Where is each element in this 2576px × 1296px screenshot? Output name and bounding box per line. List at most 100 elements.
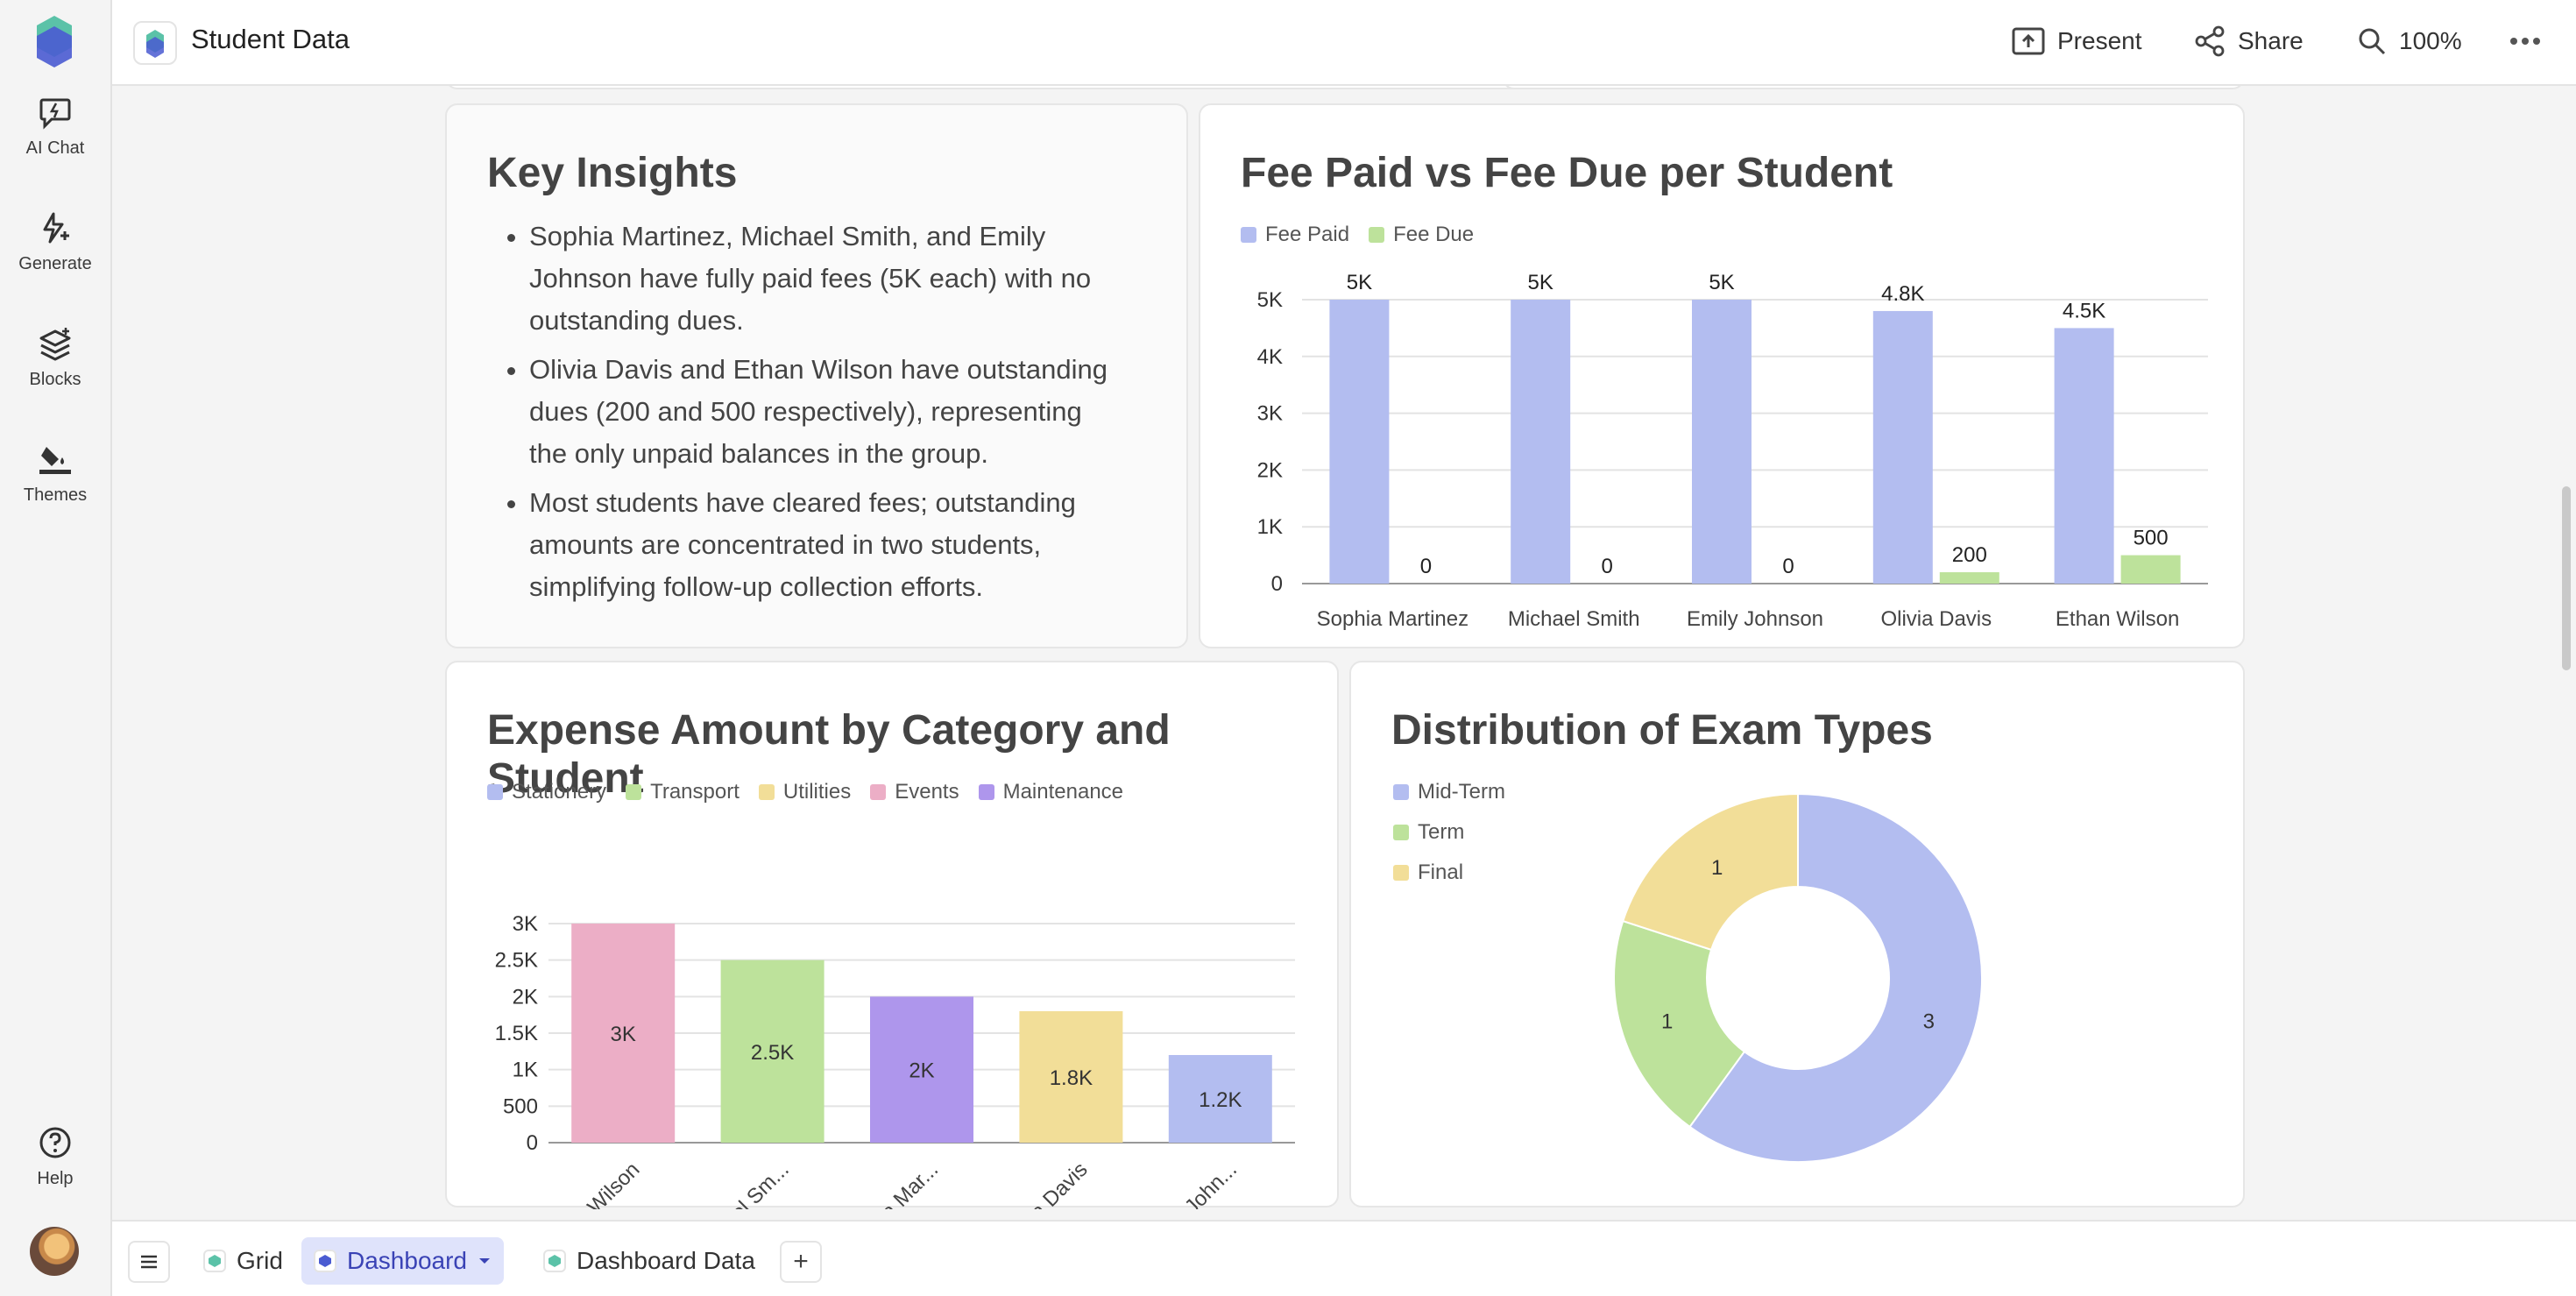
share-button[interactable]: Share (2194, 19, 2304, 63)
legend-swatch (626, 784, 642, 800)
x-tick-label: Ethan Wilson (2056, 607, 2179, 631)
rail-item-help[interactable]: Help (0, 1125, 110, 1189)
legend-swatch (1393, 784, 1409, 800)
legend-label: Term (1418, 820, 1465, 844)
legend-swatch (487, 784, 503, 800)
y-tick-label: 1K (1257, 515, 1283, 539)
legend-swatch (1393, 865, 1409, 881)
legend-label: Final (1418, 860, 1464, 884)
y-tick-label: 3K (513, 912, 538, 936)
x-tick-label: Sophia Mar... (839, 1158, 943, 1209)
legend-item-transport[interactable]: Transport (626, 780, 740, 804)
rail-label: Generate (18, 254, 92, 273)
bar-fee-paid (2054, 328, 2114, 584)
chevron-down-icon[interactable] (478, 1257, 492, 1265)
zoom-label: 100% (2399, 27, 2462, 54)
tab-dashboard-data[interactable]: Dashboard Data (531, 1237, 768, 1285)
rail-item-ai-chat[interactable]: AI Chat (0, 95, 110, 159)
x-tick-label: Olivia Davis (1880, 607, 1992, 631)
ai-chat-icon (39, 98, 71, 130)
y-tick-label: 1K (513, 1059, 538, 1082)
legend-item-final[interactable]: Final (1393, 860, 1505, 885)
data-label: 1.8K (1050, 1066, 1093, 1090)
fee-chart-title: Fee Paid vs Fee Due per Student (1241, 150, 1893, 196)
insight-bullet: Most students have cleared fees; outstan… (529, 482, 1127, 608)
insight-bullet: Olivia Davis and Ethan Wilson have outst… (529, 349, 1127, 475)
help-icon (39, 1127, 71, 1158)
bar-maintenance (870, 996, 973, 1143)
legend-item-fee-paid[interactable]: Fee Paid (1241, 223, 1349, 247)
legend-item-term[interactable]: Term (1393, 820, 1505, 845)
dashboard-tab-icon (314, 1250, 336, 1272)
user-avatar[interactable] (30, 1227, 79, 1276)
x-tick-label: Emily John... (1140, 1158, 1242, 1209)
legend-label: Events (895, 780, 959, 804)
legend-item-utilities[interactable]: Utilities (758, 780, 851, 804)
legend-swatch (1241, 227, 1256, 243)
present-button[interactable]: Present (2012, 19, 2142, 63)
bar-utilities (1019, 1011, 1123, 1143)
tab-grid[interactable]: Grid (191, 1237, 295, 1285)
zoom-icon (2359, 28, 2386, 55)
bar-fee-paid (1692, 300, 1752, 584)
rail-item-themes[interactable]: Themes (0, 442, 110, 506)
data-label: 5K (1528, 271, 1553, 294)
legend-swatch (978, 784, 994, 800)
plus-icon: + (793, 1247, 809, 1276)
more-options-button[interactable] (2509, 19, 2541, 63)
data-label: 5K (1709, 271, 1734, 294)
y-tick-label: 0 (1271, 572, 1283, 596)
fee-chart-plot: 0 1K 2K 3K 4K 5K 5K 0 Sophia Martinez 5K 0 Michael … (1257, 271, 2208, 631)
scrollbar-thumb[interactable] (2562, 486, 2571, 670)
hamburger-menu-icon (141, 1255, 157, 1269)
rail-item-blocks[interactable]: Blocks (0, 326, 110, 390)
blocks-icon (39, 328, 71, 361)
rail-label: Help (37, 1169, 74, 1188)
legend-item-stationery[interactable]: Stationery (487, 780, 606, 804)
x-tick-label: Sophia Martinez (1317, 607, 1468, 631)
bottom-tab-bar: Grid Dashboard Dashboard Data + (112, 1220, 2576, 1296)
slice-label: 3 (1923, 1010, 1935, 1034)
legend-item-mid-term[interactable]: Mid-Term (1393, 780, 1505, 804)
fee-chart-legend: Fee Paid Fee Due (1241, 223, 1474, 247)
data-label: 500 (2134, 527, 2169, 550)
sheets-menu-button[interactable] (128, 1241, 170, 1283)
y-tick-label: 2K (513, 985, 538, 1009)
tab-label: Dashboard (347, 1247, 467, 1274)
insight-bullet: Sophia Martinez, Michael Smith, and Emil… (529, 216, 1127, 342)
bar-fee-paid (1329, 300, 1390, 584)
tab-label: Dashboard Data (577, 1247, 755, 1274)
zoom-control[interactable]: 100% (2357, 19, 2462, 63)
legend-swatch (870, 784, 887, 800)
card-above-left (445, 86, 1600, 89)
card-above-right (1502, 86, 2245, 89)
fee-chart-card[interactable]: Fee Paid vs Fee Due per Student Fee Paid… (1199, 103, 2245, 648)
insights-list: Sophia Martinez, Michael Smith, and Emil… (487, 216, 1127, 615)
bar-fee-due (2120, 555, 2181, 584)
expense-chart-title: Expense Amount by Category and Student (487, 707, 1171, 802)
data-label: 5K (1347, 271, 1372, 294)
legend-item-maintenance[interactable]: Maintenance (978, 780, 1124, 804)
legend-item-fee-due[interactable]: Fee Due (1369, 223, 1474, 247)
rail-label: AI Chat (25, 138, 85, 158)
x-tick-label: Emily Johnson (1687, 607, 1823, 631)
rail-item-generate[interactable]: Generate (0, 210, 110, 274)
y-tick-label: 0 (527, 1131, 538, 1155)
rail-label: Themes (23, 485, 88, 505)
insights-card[interactable]: Key Insights Sophia Martinez, Michael Sm… (445, 103, 1188, 648)
doc-title[interactable]: Student Data (191, 24, 350, 54)
app-logo[interactable] (35, 14, 74, 68)
add-sheet-button[interactable]: + (780, 1241, 822, 1283)
exam-chart-card[interactable]: Distribution of Exam Types Mid-Term Term… (1349, 661, 2245, 1207)
tab-dashboard[interactable]: Dashboard (301, 1237, 504, 1285)
legend-label: Mid-Term (1418, 780, 1505, 804)
legend-label: Maintenance (1002, 780, 1124, 804)
doc-icon (133, 21, 177, 65)
bar-transport (720, 960, 824, 1143)
grid-tab-icon (203, 1250, 226, 1272)
legend-swatch (1393, 825, 1409, 840)
expense-chart-card[interactable]: Expense Amount by Category and Student S… (445, 661, 1339, 1209)
legend-item-events[interactable]: Events (870, 780, 959, 804)
data-label: 3K (611, 1023, 636, 1046)
data-label: 2.5K (751, 1041, 794, 1065)
